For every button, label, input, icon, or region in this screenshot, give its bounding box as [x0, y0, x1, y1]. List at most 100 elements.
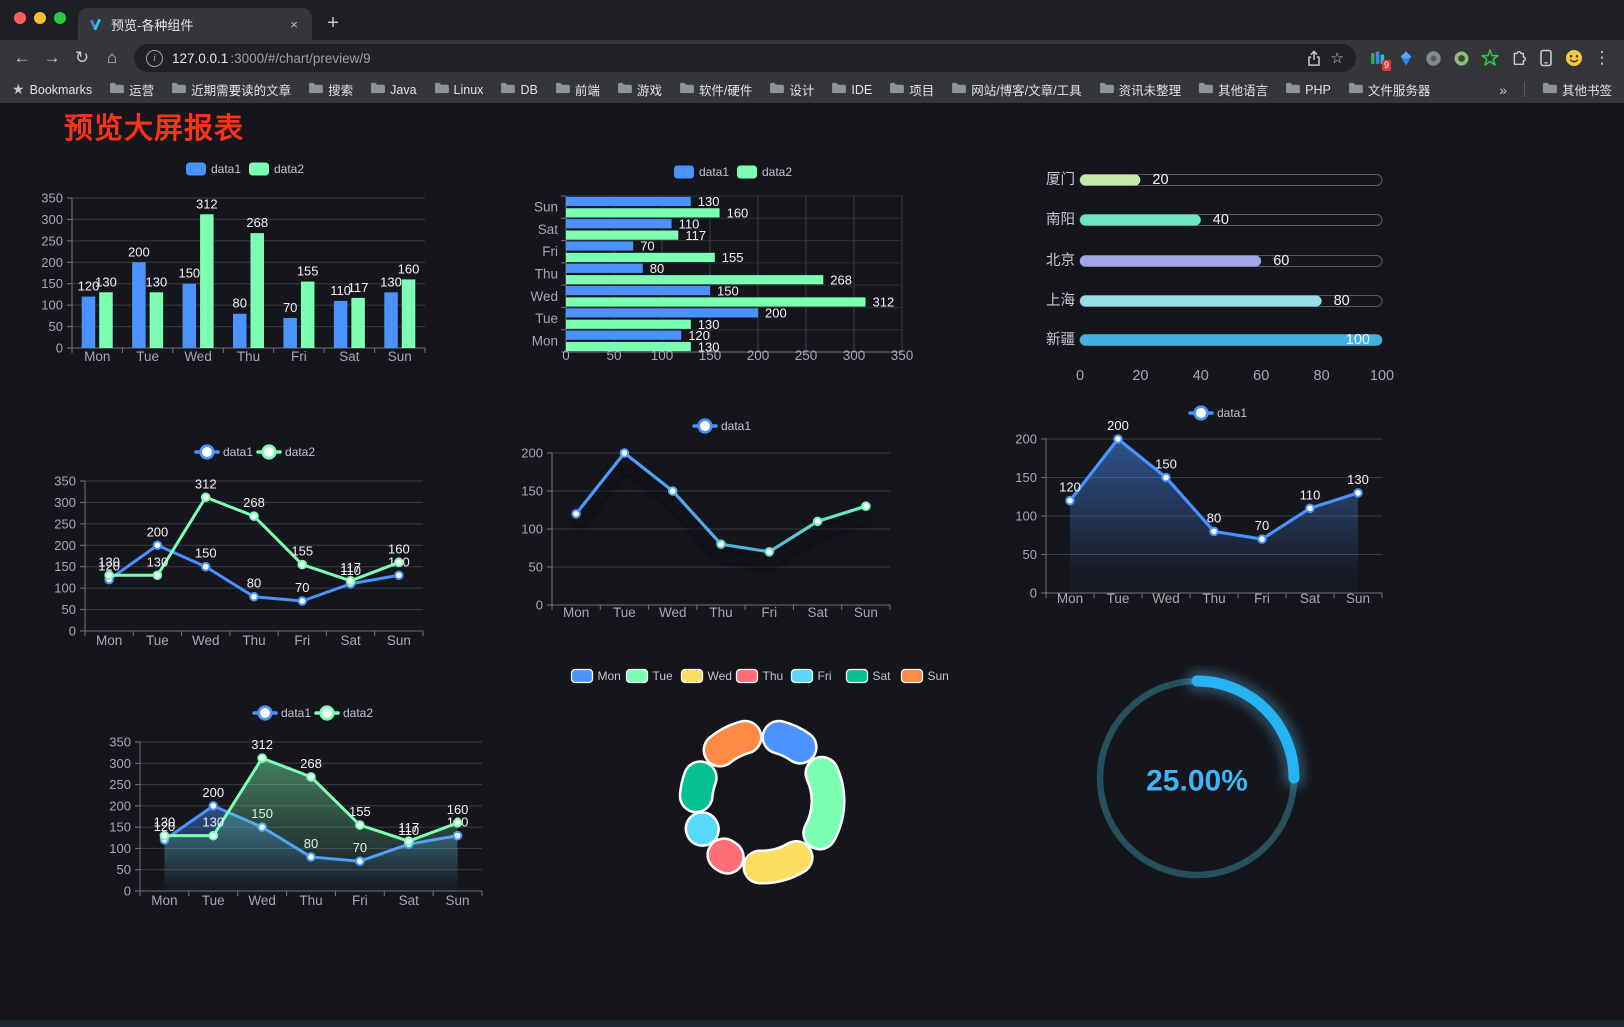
folder-icon — [1198, 82, 1214, 97]
svg-text:Fri: Fri — [352, 893, 368, 908]
other-bookmarks-folder[interactable]: 其他书签 — [1542, 80, 1612, 99]
bookmark-folder[interactable]: 文件服务器 — [1348, 80, 1430, 99]
city-progress-bar-chart[interactable]: 厦门 20 南阳 40 北京 60 上海 80 新疆 100 0 20 40 60 80 100 — [1000, 160, 1420, 400]
bookmark-folder[interactable]: 近期需要读的文章 — [171, 80, 291, 99]
svg-text:100: 100 — [41, 298, 63, 313]
bookmark-folder[interactable]: 前端 — [555, 80, 600, 99]
home-icon[interactable]: ⌂ — [106, 48, 118, 67]
svg-text:150: 150 — [109, 820, 131, 835]
chart-canvas[interactable]: Mon Tue Wed Thu Fri Sat Sun — [560, 655, 960, 895]
svg-text:80: 80 — [1207, 510, 1221, 525]
chart-canvas[interactable]: 0 50 100 150 200 250 300 350 Mon Tue Wed Thu Fri Sat S… — [30, 150, 460, 375]
folder-icon — [434, 82, 449, 97]
svg-text:Thu: Thu — [299, 893, 322, 908]
extensions-puzzle-icon[interactable] — [1508, 49, 1527, 68]
close-window-button[interactable] — [14, 12, 26, 24]
menu-icon[interactable]: ⋮ — [1593, 48, 1611, 67]
bookmark-folder[interactable]: 其他语言 — [1198, 80, 1268, 99]
gradient-line-chart[interactable]: 0 50 100 150 200 Mon Tue Wed Thu Fri Sat Sun data1 — [495, 415, 915, 635]
svg-text:160: 160 — [727, 206, 749, 221]
folder-icon — [171, 82, 186, 97]
bookmark-folder[interactable]: PHP — [1285, 80, 1331, 99]
svg-text:160: 160 — [388, 541, 410, 556]
forward-icon[interactable]: → — [43, 48, 61, 67]
svg-text:130: 130 — [380, 274, 402, 289]
folder-icon — [769, 82, 785, 97]
bookmark-folder-label: 运营 — [129, 84, 155, 98]
svg-text:155: 155 — [349, 804, 371, 819]
emoji-extension-icon[interactable] — [1564, 49, 1583, 68]
bookmark-folder[interactable]: 游戏 — [617, 80, 662, 99]
new-tab-button[interactable]: + — [327, 11, 339, 34]
svg-text:data2: data2 — [274, 162, 304, 176]
download-manager-extension-icon[interactable]: 9 — [1368, 49, 1391, 71]
chart-canvas[interactable]: 厦门 20 南阳 40 北京 60 上海 80 新疆 100 0 20 40 60 80 100 — [1000, 160, 1420, 395]
svg-text:312: 312 — [873, 295, 895, 310]
bookmark-folder[interactable]: 设计 — [769, 80, 814, 99]
chart-canvas[interactable]: 25.00% — [1085, 665, 1315, 895]
bookmark-folder[interactable]: Linux — [434, 80, 484, 99]
svg-text:70: 70 — [283, 300, 297, 315]
area-line-chart[interactable]: 0 50 100 150 200 Mon Tue Wed Thu Fri Sat Sun 120 200 1… — [985, 400, 1405, 625]
bookmark-folder-label: Java — [390, 82, 417, 97]
svg-text:Thu: Thu — [763, 669, 784, 683]
gauge-chart[interactable]: 25.00% — [1085, 665, 1315, 900]
svg-text:Thu: Thu — [242, 633, 265, 648]
chart-canvas[interactable]: 0 50 100 150 200 Mon Tue Wed Thu Fri Sat Sun data1 — [495, 415, 915, 630]
svg-text:350: 350 — [109, 735, 131, 750]
device-extension-icon[interactable] — [1536, 49, 1555, 68]
svg-text:40: 40 — [1213, 212, 1229, 228]
back-icon[interactable]: ← — [13, 48, 31, 67]
svg-text:Sat: Sat — [1300, 591, 1321, 606]
gray-circle-extension-icon[interactable] — [1424, 49, 1443, 68]
bookmark-folder[interactable]: 运营 — [109, 80, 154, 99]
two-series-line-chart[interactable]: 0 50 100 150 200 250 300 350 Mon Tue Wed Thu Fri Sat S… — [40, 440, 460, 660]
maximize-window-button[interactable] — [54, 12, 66, 24]
bookmarks-overflow-chevron[interactable]: » — [1499, 81, 1507, 98]
extension-badge: 9 — [1381, 59, 1391, 71]
bookmark-folder[interactable]: 软件/硬件 — [679, 80, 752, 99]
bookmark-folder[interactable]: 搜索 — [308, 80, 353, 99]
svg-text:100: 100 — [521, 522, 543, 537]
reload-icon[interactable]: ↻ — [74, 48, 90, 67]
svg-text:Fri: Fri — [294, 633, 310, 648]
chart-canvas[interactable]: 0 50 100 150 200 250 300 350 Mon Tue Wed Thu Fri Sat S… — [40, 440, 460, 655]
url-path: :3000/#/chart/preview/9 — [230, 50, 371, 66]
green-circle-extension-icon[interactable] — [1452, 49, 1471, 68]
browser-tab[interactable]: 预览-各种组件 × — [78, 8, 312, 40]
svg-text:0: 0 — [56, 341, 63, 356]
svg-text:Thu: Thu — [535, 267, 558, 282]
bookmark-folder[interactable]: DB — [500, 80, 538, 99]
chart-canvas[interactable]: 0 50 100 150 200 250 300 350 Mon Tue Wed Thu Fri Sat S… — [95, 700, 515, 920]
site-info-icon[interactable]: i — [146, 49, 163, 67]
bookmark-star-icon[interactable]: ☆ — [1330, 50, 1344, 67]
donut-chart[interactable]: Mon Tue Wed Thu Fri Sat Sun — [560, 655, 960, 900]
svg-text:data1: data1 — [721, 419, 751, 433]
bookmark-folder[interactable]: Java — [370, 80, 417, 99]
blue-drop-extension-icon[interactable] — [1396, 49, 1415, 68]
horizontal-bar-chart[interactable]: 0 50 100 150 200 250 300 350 Sun 130 160 Sat 110 117 F… — [500, 155, 920, 375]
bookmark-folder-label: PHP — [1305, 82, 1331, 97]
two-series-area-line-chart[interactable]: 0 50 100 150 200 250 300 350 Mon Tue Wed Thu Fri Sat S… — [95, 700, 515, 925]
folder-icon — [951, 82, 967, 97]
svg-text:Wed: Wed — [184, 349, 212, 364]
bookmarks-bar: ★ Bookmarks 运营 近期需要读的文章 搜索 Java Linux DB 前端 游戏 软… — [0, 76, 1624, 103]
tab-close-icon[interactable]: × — [290, 16, 298, 32]
grouped-bar-chart[interactable]: 0 50 100 150 200 250 300 350 Mon Tue Wed Thu Fri Sat S… — [30, 150, 460, 380]
bookmark-folder[interactable]: 网站/博客/文章/工具 — [951, 80, 1082, 99]
share-icon[interactable] — [1306, 49, 1322, 67]
svg-text:Mon: Mon — [1057, 591, 1083, 606]
minimize-window-button[interactable] — [34, 12, 46, 24]
chart-canvas[interactable]: 0 50 100 150 200 Mon Tue Wed Thu Fri Sat Sun 120 200 1… — [985, 400, 1405, 620]
svg-text:130: 130 — [1347, 472, 1369, 487]
green-star-extension-icon[interactable] — [1480, 49, 1499, 68]
svg-text:data1: data1 — [211, 162, 241, 176]
bookmark-folder[interactable]: 资讯未整理 — [1099, 80, 1181, 99]
address-bar[interactable]: i 127.0.0.1:3000/#/chart/preview/9 ☆ — [134, 44, 1356, 72]
bookmark-folder-label: Linux — [453, 82, 484, 97]
bookmarks-root[interactable]: ★ Bookmarks — [12, 81, 92, 98]
bookmark-folder[interactable]: IDE — [831, 80, 872, 99]
bookmark-folder[interactable]: 项目 — [889, 80, 934, 99]
